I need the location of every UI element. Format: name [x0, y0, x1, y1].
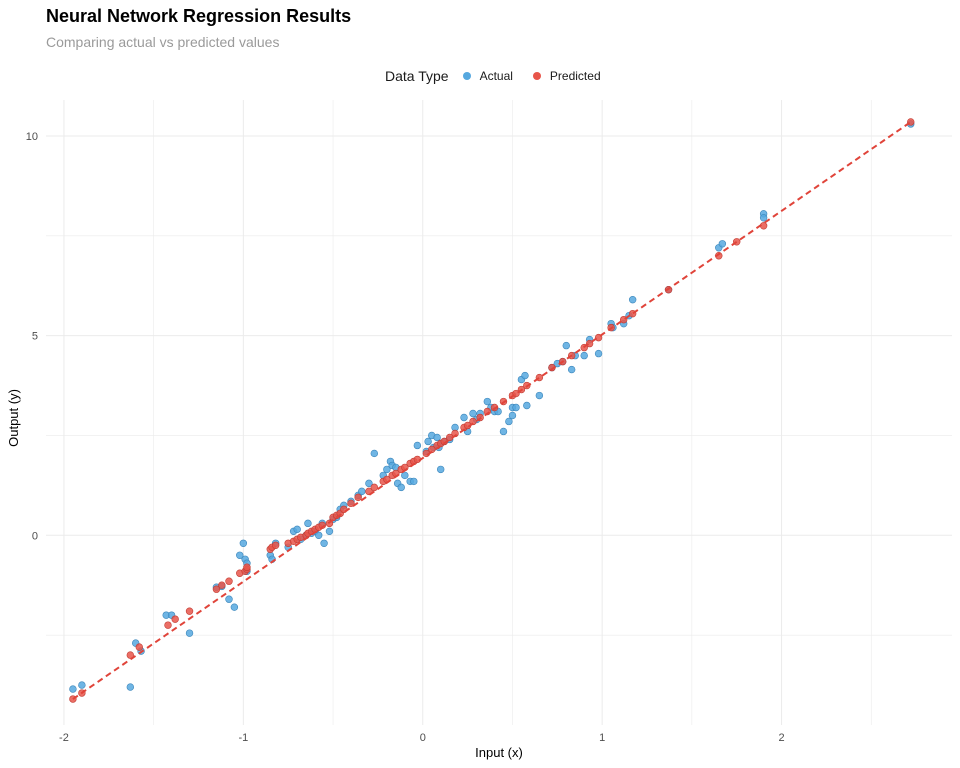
point-actual [460, 413, 468, 422]
point-actual [401, 471, 409, 480]
legend-dot-predicted-icon [532, 72, 541, 80]
point-predicted [243, 563, 251, 571]
y-tick-labels: 0 5 10 [26, 131, 38, 542]
point-actual [413, 441, 422, 450]
point-actual [314, 531, 323, 540]
point-actual [512, 403, 520, 412]
legend-title: Data Type [385, 68, 449, 84]
point-predicted [469, 417, 477, 426]
point-actual [567, 365, 576, 374]
point-actual [236, 551, 244, 559]
legend-item-actual: Actual [462, 69, 513, 83]
point-actual [436, 465, 445, 474]
point-predicted [212, 585, 221, 593]
y-axis-label: Output (y) [6, 389, 21, 447]
x-tick-label: -2 [59, 732, 69, 744]
point-actual [225, 595, 233, 603]
point-actual [239, 539, 248, 547]
point-actual [759, 214, 768, 222]
point-actual [397, 483, 405, 492]
point-actual [433, 433, 441, 442]
point-predicted [370, 483, 379, 492]
point-actual [562, 341, 570, 350]
point-actual [523, 401, 531, 410]
point-actual [325, 527, 334, 536]
point-actual [594, 349, 603, 358]
point-actual [505, 417, 513, 426]
grid-major [46, 100, 952, 725]
point-actual [508, 411, 517, 420]
legend-label-predicted: Predicted [549, 69, 601, 83]
legend-label-actual: Actual [479, 69, 513, 83]
y-tick-label: 10 [26, 131, 38, 143]
point-actual [293, 525, 301, 534]
point-actual [370, 449, 379, 458]
grid-minor [46, 100, 952, 725]
point-actual [628, 295, 637, 304]
point-actual [365, 479, 373, 488]
point-predicted [164, 621, 172, 629]
point-actual [535, 391, 544, 400]
legend: Data Type Actual Predicted [385, 68, 621, 84]
legend-dot-actual-icon [462, 72, 471, 80]
point-predicted [218, 581, 226, 589]
point-actual [320, 539, 328, 547]
point-actual [304, 519, 312, 528]
x-tick-label: 1 [599, 732, 605, 744]
point-predicted [271, 541, 280, 549]
point-actual [78, 681, 86, 689]
x-tick-label: 2 [779, 732, 785, 744]
point-predicted [171, 615, 179, 623]
point-predicted [225, 577, 233, 585]
point-actual [126, 683, 135, 691]
point-actual [718, 240, 727, 248]
legend-item-predicted: Predicted [532, 69, 601, 83]
point-actual [410, 477, 418, 486]
x-tick-label: -1 [238, 732, 248, 744]
point-actual [580, 351, 588, 360]
point-actual [424, 437, 432, 446]
point-actual [469, 409, 477, 418]
point-actual [69, 685, 77, 693]
x-tick-label: 0 [420, 732, 426, 744]
y-tick-label: 0 [32, 530, 38, 542]
series-predicted [69, 118, 915, 703]
point-actual [185, 629, 194, 637]
point-actual [230, 603, 239, 611]
point-predicted [347, 499, 355, 508]
point-actual [483, 397, 492, 406]
point-actual [358, 487, 366, 496]
point-predicted [185, 607, 194, 615]
point-actual [521, 371, 529, 380]
y-tick-label: 5 [32, 331, 38, 343]
point-predicted [135, 643, 143, 651]
point-actual [499, 427, 508, 436]
x-tick-labels: -2 -1 0 1 2 [59, 732, 785, 744]
chart-title: Neural Network Regression Results [46, 6, 352, 26]
point-predicted [354, 493, 362, 502]
point-actual [383, 465, 391, 474]
x-axis-label: Input (x) [475, 745, 523, 760]
chart-subtitle: Comparing actual vs predicted values [46, 34, 280, 50]
